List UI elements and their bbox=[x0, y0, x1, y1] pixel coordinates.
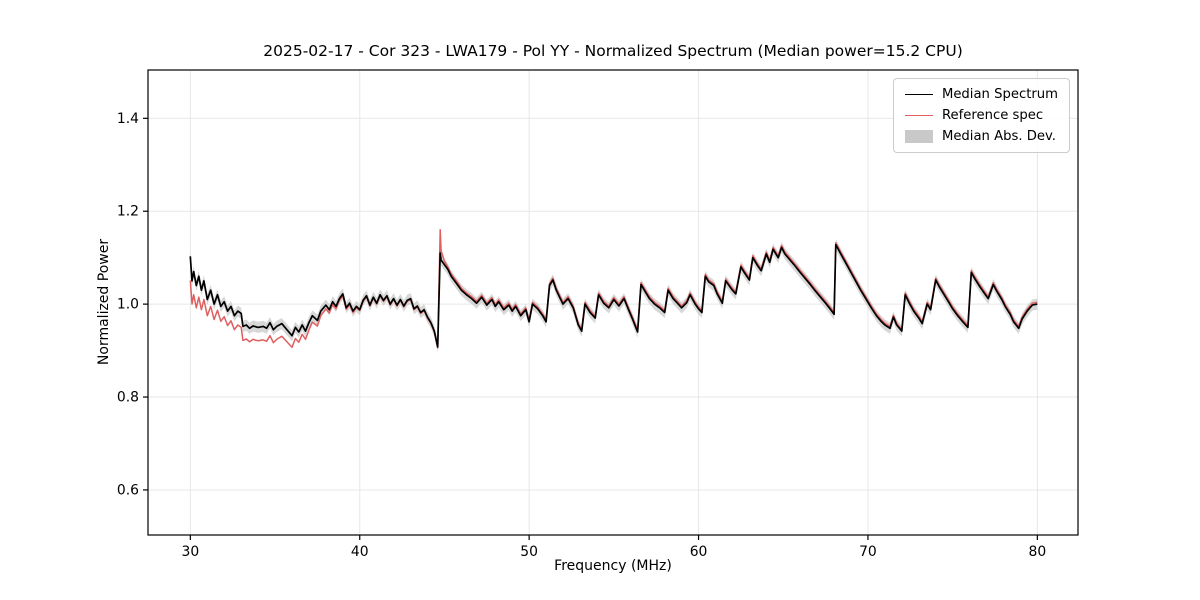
x-tick-label: 50 bbox=[520, 544, 538, 560]
mad-patch-swatch bbox=[904, 130, 933, 143]
median-line-swatch bbox=[904, 94, 933, 95]
x-axis-label: Frequency (MHz) bbox=[554, 558, 672, 574]
legend-label-median-abs-dev: Median Abs. Dev. bbox=[941, 129, 1056, 144]
y-tick-label: 1.0 bbox=[117, 297, 139, 313]
legend-item-reference-spec: Reference spec bbox=[904, 108, 1058, 123]
y-tick-label: 1.4 bbox=[117, 111, 139, 127]
chart-title: 2025-02-17 - Cor 323 - LWA179 - Pol YY -… bbox=[263, 42, 963, 60]
median-spectrum-line bbox=[189, 243, 1038, 348]
x-tick-label: 70 bbox=[859, 544, 877, 560]
reference-line-swatch bbox=[904, 115, 933, 116]
y-tick-label: 0.8 bbox=[117, 390, 139, 406]
y-tick-label: 1.2 bbox=[117, 204, 139, 220]
x-tick-label: 60 bbox=[690, 544, 708, 560]
legend-label-median-spectrum: Median Spectrum bbox=[941, 87, 1058, 102]
reference-spec-line bbox=[189, 229, 1038, 349]
legend-item-median-abs-dev: Median Abs. Dev. bbox=[904, 129, 1058, 144]
legend-item-median-spectrum: Median Spectrum bbox=[904, 87, 1058, 102]
x-tick-label: 80 bbox=[1029, 544, 1047, 560]
legend-label-reference-spec: Reference spec bbox=[941, 108, 1044, 123]
mad-band bbox=[190, 239, 1038, 353]
plot-frame bbox=[147, 69, 1079, 536]
x-tick-label: 30 bbox=[182, 544, 200, 560]
legend: Median Spectrum Reference spec Median Ab… bbox=[892, 78, 1070, 153]
x-tick-label: 40 bbox=[351, 544, 369, 560]
y-axis-label: Normalized Power bbox=[96, 238, 112, 366]
y-tick-label: 0.6 bbox=[117, 482, 139, 498]
